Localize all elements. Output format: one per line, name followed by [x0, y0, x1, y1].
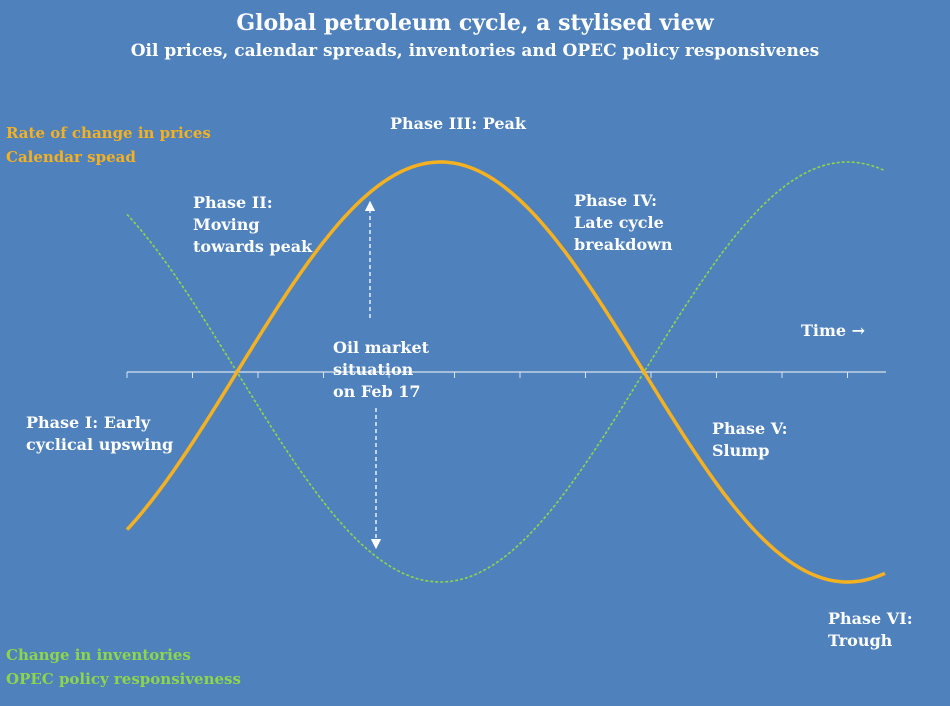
- legend-inventory-change: Change in inventories: [6, 646, 191, 664]
- phase-1-label: Phase I: Early cyclical upswing: [26, 413, 174, 454]
- legend-green: Change in inventories OPEC policy respon…: [6, 643, 241, 691]
- price-spread-curve: [125, 160, 886, 584]
- diagram-title: Global petroleum cycle, a stylised view: [236, 10, 714, 36]
- inventory-opec-curve: [126, 161, 886, 583]
- phase-5-label: Phase V: Slump: [712, 419, 788, 460]
- legend-orange: Rate of change in prices Calendar spead: [6, 121, 211, 169]
- phase-3-label: Phase III: Peak: [390, 114, 526, 133]
- time-label: Time →: [801, 321, 866, 340]
- market-situation-note: Oil market situation on Feb 17: [333, 338, 430, 401]
- legend-calendar-spread: Calendar spead: [6, 148, 136, 166]
- diagram-subtitle: Oil prices, calendar spreads, inventorie…: [130, 41, 820, 61]
- phase-4-label: Phase IV: Late cycle breakdown: [574, 191, 673, 254]
- time-axis-ticks: [126, 372, 848, 378]
- legend-opec-responsiveness: OPEC policy responsiveness: [6, 670, 241, 688]
- legend-price-change: Rate of change in prices: [6, 124, 211, 142]
- phase-2-label: Phase II: Moving towards peak: [193, 193, 313, 256]
- phase-6-label: Phase VI: Trough: [828, 609, 913, 650]
